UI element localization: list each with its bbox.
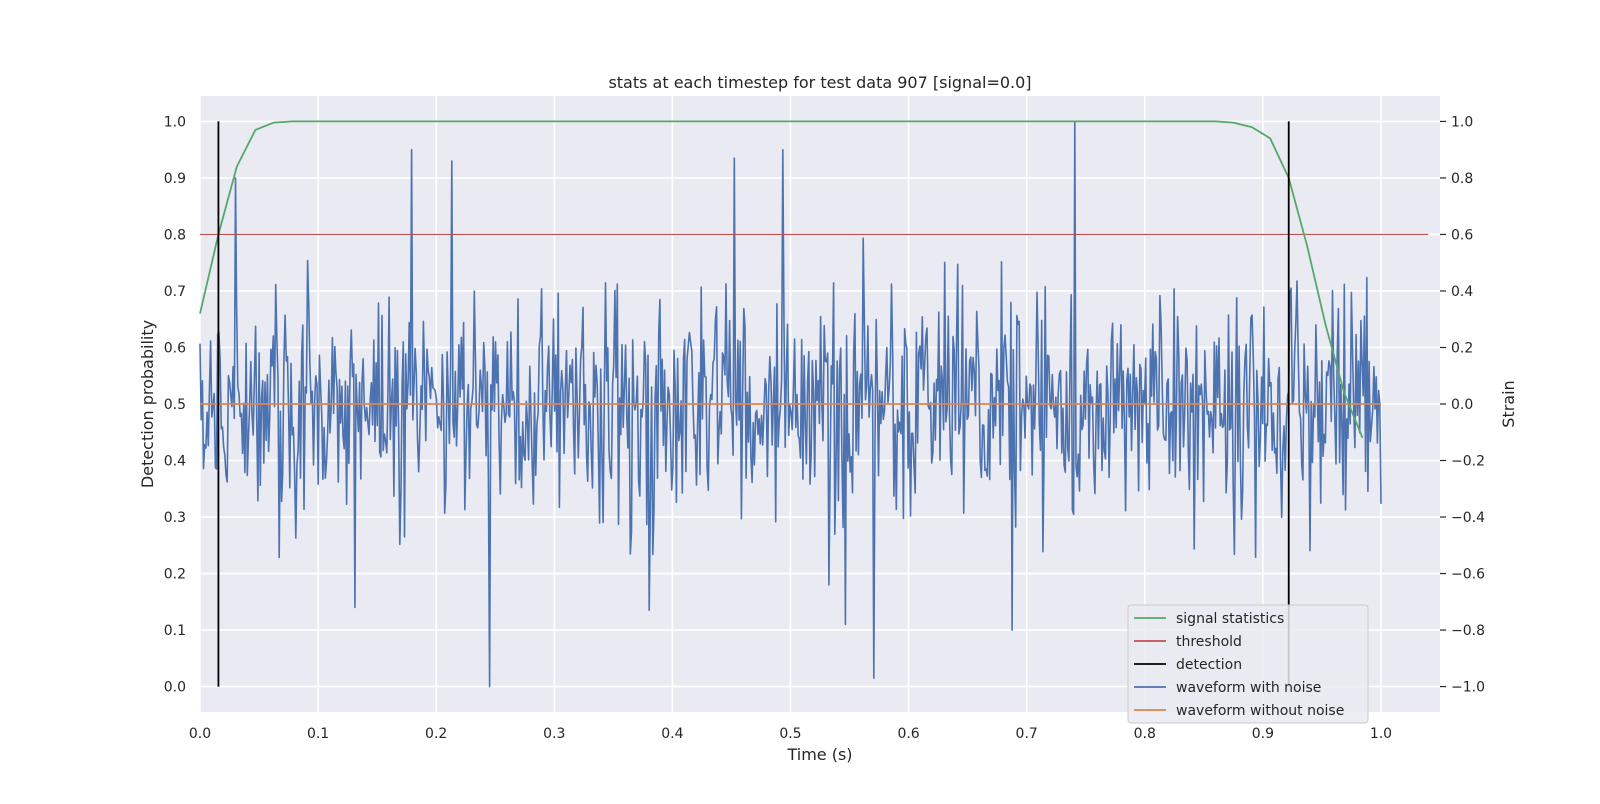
axes: 0.0 0.1 0.2 0.3 0.4 0.5 0.6 0.7 0.8 0.9 1.0 0.0 0.1 0… (164, 114, 1485, 742)
legend-box (1127, 604, 1369, 724)
x-tick-label: 0.1 (307, 726, 329, 742)
x-tick-label: 0.6 (897, 726, 919, 742)
x-axis-label: Time (s) (786, 745, 852, 764)
y-tick-label-right: 0.4 (1451, 284, 1473, 300)
series-layer (199, 120, 1429, 688)
y-axis-label-left: Detection probability (138, 320, 157, 488)
chart-title: stats at each timestep for test data 907… (608, 73, 1031, 92)
x-tick-label: 0.8 (1134, 726, 1156, 742)
series-waveform-with-noise (199, 120, 1382, 688)
series-signal-statistics (199, 120, 1364, 439)
y-axis-label-right: Strain (1499, 380, 1518, 427)
y-tick-label-left: 0.1 (164, 623, 186, 639)
legend-label: waveform without noise (1176, 703, 1344, 719)
legend-label: detection (1176, 657, 1242, 673)
x-tick-label: 0.5 (779, 726, 801, 742)
y-tick-label-right: −0.4 (1451, 510, 1485, 526)
y-tick-label-left: 0.9 (164, 171, 186, 187)
y-tick-label-right: 0.6 (1451, 227, 1473, 243)
x-tick-label: 0.3 (543, 726, 565, 742)
y-tick-label-right: −0.8 (1451, 623, 1485, 639)
x-tick-label: 0.2 (425, 726, 447, 742)
y-tick-label-right: −0.2 (1451, 454, 1485, 470)
y-tick-label-right: 0.2 (1451, 340, 1473, 356)
y-tick-label-left: 0.5 (164, 397, 186, 413)
y-tick-label-right: 1.0 (1451, 114, 1473, 130)
y-tick-label-right: −1.0 (1451, 680, 1485, 696)
y-tick-label-left: 0.4 (164, 454, 186, 470)
y-tick-label-left: 0.6 (164, 340, 186, 356)
y-tick-label-right: 0.0 (1451, 397, 1473, 413)
y-tick-label-right: −0.6 (1451, 567, 1485, 583)
x-tick-label: 0.7 (1016, 726, 1038, 742)
y-tick-label-left: 0.7 (164, 284, 186, 300)
y-tick-label-right: 0.8 (1451, 171, 1473, 187)
legend: signal statistics threshold detection wavef… (1127, 604, 1369, 724)
y-tick-label-left: 1.0 (164, 114, 186, 130)
legend-label: signal statistics (1176, 611, 1284, 627)
y-tick-label-left: 0.3 (164, 510, 186, 526)
legend-label: threshold (1176, 634, 1242, 650)
legend-label: waveform with noise (1176, 680, 1321, 696)
x-tick-label: 0.0 (189, 726, 211, 742)
x-tick-label: 1.0 (1370, 726, 1392, 742)
y-tick-label-left: 0.2 (164, 567, 186, 583)
y-tick-label-left: 0.0 (164, 680, 186, 696)
x-tick-label: 0.9 (1252, 726, 1274, 742)
x-tick-label: 0.4 (661, 726, 683, 742)
y-tick-label-left: 0.8 (164, 227, 186, 243)
